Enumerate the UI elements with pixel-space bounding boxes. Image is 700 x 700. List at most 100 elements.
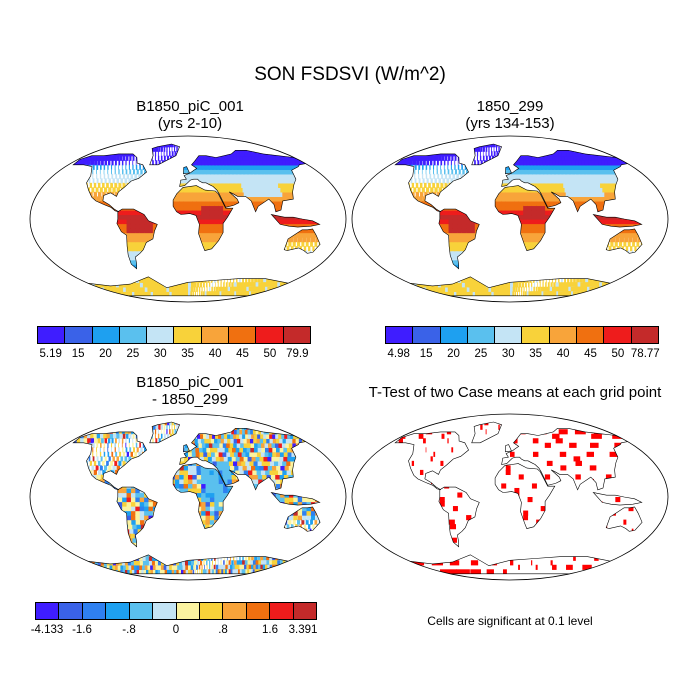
colorbar-swatch xyxy=(270,603,294,619)
coastline-australia xyxy=(283,506,321,532)
colorbar-panel-1 xyxy=(37,326,311,344)
colorbar-swatch xyxy=(467,327,496,343)
colorbar-tick-label: 5.19 xyxy=(39,348,62,360)
coastline-eurasia xyxy=(179,428,310,491)
colorbar-tick-label: 79.9 xyxy=(286,348,309,360)
colorbar-tick-label: 40 xyxy=(556,348,570,360)
coastline-africa xyxy=(494,185,556,251)
coastline-africa xyxy=(172,463,234,529)
colorbar-tick-label: 40 xyxy=(208,348,222,360)
colorbar-swatch xyxy=(38,327,66,343)
colorbar-swatch xyxy=(440,327,468,343)
map-border xyxy=(351,135,669,303)
coastline-greenland xyxy=(471,421,502,444)
coastline-southAmerica xyxy=(438,208,480,270)
panel-4-title-line1: T-Test of two Case means at each grid po… xyxy=(368,384,662,401)
panel-1-title-line2: (yrs 2-10) xyxy=(157,115,223,132)
colorbar-swatch xyxy=(201,327,230,343)
coastline-indonesia xyxy=(270,492,321,506)
coastline-northAmerica xyxy=(394,153,469,213)
colorbar-swatch xyxy=(153,603,177,619)
map-border xyxy=(29,135,347,303)
colorbar-swatch xyxy=(199,603,224,619)
panel-3-title-line2: - 1850_299 xyxy=(152,391,228,408)
coastline-northAmerica xyxy=(72,431,147,491)
coastline-indonesia xyxy=(592,214,643,228)
coastline-eurasia xyxy=(501,150,632,213)
colorbar-swatch xyxy=(283,327,310,343)
colorbar-swatch xyxy=(106,603,130,619)
colorbar-swatch xyxy=(174,327,202,343)
panel-1-title: B1850_piC_001 (yrs 2-10) xyxy=(30,98,350,132)
coastline-eurasia xyxy=(179,150,310,213)
colorbar-tick-label: 20 xyxy=(447,348,460,360)
panel-1-title-line1: B1850_piC_001 xyxy=(136,98,244,115)
colorbar-swatch xyxy=(82,603,107,619)
coastline-africa xyxy=(172,185,234,251)
colorbar-tick-label: 25 xyxy=(126,348,140,360)
colorbar-swatch xyxy=(246,603,271,619)
colorbar-tick-label: 35 xyxy=(529,348,543,360)
figure-title: SON FSDSVI (W/m^2) xyxy=(254,64,446,85)
colorbar-swatch xyxy=(293,603,317,619)
map-border xyxy=(351,413,669,581)
colorbar-tick-label: 30 xyxy=(501,348,515,360)
colorbar-swatch xyxy=(549,327,578,343)
map-panel-1 xyxy=(29,135,347,303)
colorbar-swatch xyxy=(36,603,60,619)
colorbar-swatch xyxy=(256,327,284,343)
map-panel-3 xyxy=(29,413,347,581)
colorbar-tick-label: 45 xyxy=(236,348,249,360)
colorbar-swatch xyxy=(119,327,148,343)
colorbar-swatch xyxy=(413,327,441,343)
significance-note: Cells are significant at 0.1 level xyxy=(427,614,593,628)
colorbar-tick-label: 30 xyxy=(153,348,167,360)
coastline-greenland xyxy=(149,143,180,166)
colorbar-tick-label: -.8 xyxy=(122,624,136,636)
colorbar-tick-label: 50 xyxy=(263,348,277,360)
colorbar-tick-label: 3.391 xyxy=(288,624,318,636)
map-background xyxy=(352,414,668,580)
coastline-southAmerica xyxy=(116,208,158,270)
map-border xyxy=(29,413,347,581)
coastline-southAmerica xyxy=(438,486,480,548)
colorbar-tick-label: 45 xyxy=(584,348,597,360)
colorbar-swatch xyxy=(386,327,414,343)
panel-3-title-line1: B1850_piC_001 xyxy=(136,374,244,391)
map-panel-2 xyxy=(351,135,669,303)
coastline-northAmerica xyxy=(394,431,469,491)
coastline-uk xyxy=(183,166,190,175)
colorbar-swatch xyxy=(522,327,550,343)
coastline-northAmerica xyxy=(72,153,147,213)
coastline-uk xyxy=(505,444,512,453)
panel-3-title: B1850_piC_001 - 1850_299 xyxy=(30,374,350,408)
coastline-eurasia xyxy=(501,428,632,491)
colorbar-tick-label: 25 xyxy=(474,348,488,360)
colorbar-swatch xyxy=(65,327,93,343)
coastline-australia xyxy=(605,228,643,254)
coastline-australia xyxy=(283,228,321,254)
colorbar-panel-3 xyxy=(35,602,317,620)
colorbar-swatch xyxy=(176,603,200,619)
colorbar-swatch xyxy=(147,327,175,343)
colorbar-tick-label: -1.6 xyxy=(72,624,92,636)
colorbar-swatch xyxy=(604,327,632,343)
colorbar-tick-label: 78.77 xyxy=(630,348,660,360)
colorbar-tick-label: 0 xyxy=(172,624,180,636)
colorbar-tick-label: 20 xyxy=(99,348,112,360)
colorbar-swatch xyxy=(59,603,83,619)
coastline-uk xyxy=(183,444,190,453)
coastline-southAmerica xyxy=(116,486,158,548)
colorbar-swatch xyxy=(495,327,523,343)
coastline-greenland xyxy=(149,421,180,444)
colorbar-swatch xyxy=(631,327,658,343)
colorbar-tick-label: 4.98 xyxy=(387,348,410,360)
coastline-indonesia xyxy=(592,492,643,506)
colorbar-tick-label: -4.133 xyxy=(30,624,64,636)
colorbar-tick-label: 15 xyxy=(71,348,85,360)
colorbar-swatch xyxy=(229,327,257,343)
coastline-australia xyxy=(605,506,643,532)
colorbar-swatch xyxy=(223,603,247,619)
colorbar-tick-label: 15 xyxy=(419,348,433,360)
panel-4-title: T-Test of two Case means at each grid po… xyxy=(345,384,685,401)
